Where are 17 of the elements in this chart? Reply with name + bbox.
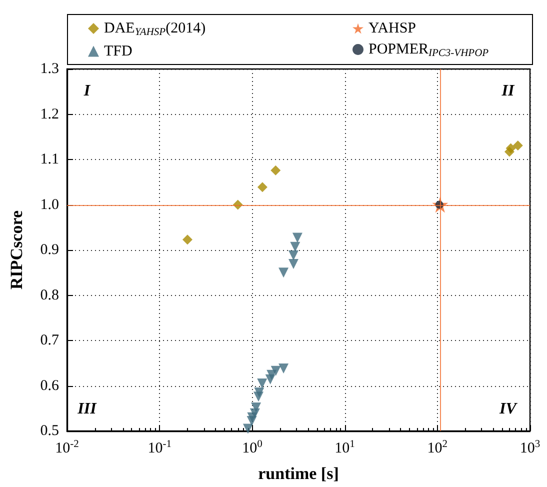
y-tick-label: 0.8 [40, 287, 59, 304]
annotation: I [82, 82, 91, 100]
annotation: II [500, 82, 515, 100]
y-axis-title: RIPCscore [7, 210, 26, 290]
annotation: III [76, 400, 98, 418]
legend-label: TFD [104, 43, 133, 60]
annotation: IV [498, 400, 518, 418]
y-tick-label: 0.6 [40, 378, 60, 394]
y-tick-label: 1.1 [40, 152, 59, 168]
y-tick-label: 1.2 [40, 106, 59, 122]
y-tick-label: 1.3 [40, 61, 59, 77]
legend-label: YAHSP [368, 20, 416, 36]
x-axis-title: runtime [s] [258, 464, 339, 483]
y-tick-label: 0.5 [40, 423, 59, 439]
y-tick-label: 0.9 [40, 242, 59, 258]
y-tick-label: 1.0 [40, 196, 59, 213]
y-tick-label: 0.7 [40, 332, 60, 348]
